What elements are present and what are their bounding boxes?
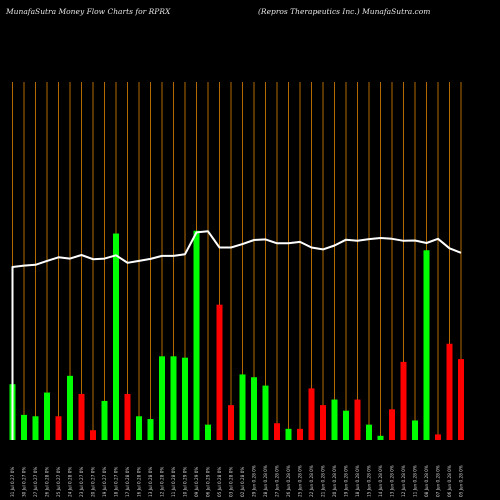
bar-1 — [21, 414, 27, 440]
bar-27 — [320, 405, 326, 440]
bar-13 — [159, 356, 165, 440]
x-tick-label: 05 Jul 0.28 0% — [217, 467, 222, 497]
x-tick-label: 11 Jun 0.28 0% — [413, 465, 418, 497]
x-tick-label: 22 Jun 0.28 0% — [309, 465, 314, 497]
x-tick-label: 29 Jun 0.28 0% — [252, 465, 257, 497]
bar-25 — [297, 428, 303, 440]
x-tick-label: 10 Jul 0.29 0% — [183, 467, 188, 497]
x-tick-label: 21 Jun 0.28 0% — [321, 465, 326, 497]
bar-21 — [251, 377, 257, 440]
x-tick-label: 28 Jun 0.28 0% — [263, 465, 268, 497]
x-tick-label: 20 Jun 0.28 0% — [332, 465, 337, 497]
bar-34 — [400, 361, 407, 440]
bar-16 — [193, 230, 200, 440]
x-tick-label: 23 Jul 0.27 0% — [79, 467, 84, 497]
x-tick-labels: 31 Jul 0.27 0% 30 Jul 0.27 0% 27 Jul 0.27 … — [10, 465, 464, 497]
bar-9 — [113, 233, 119, 440]
x-tick-label: 11 Jul 0.28 0% — [171, 467, 176, 497]
chart-title: MunafaSutra Money Flow Charts for RPRX — [6, 7, 171, 16]
x-tick-label: 06 Jun 0.28 0% — [447, 465, 452, 497]
x-tick-label: 20 Jul 0.27 0% — [91, 467, 96, 497]
bar-14 — [170, 356, 177, 440]
bar-39 — [458, 359, 464, 440]
x-tick-label: 19 Jul 0.27 0% — [102, 467, 107, 497]
x-tick-label: 09 Jul 0.29 0% — [194, 467, 199, 497]
bar-35 — [412, 420, 418, 440]
x-tick-label: 19 Jun 0.28 0% — [344, 465, 349, 497]
x-tick-label: 12 Jul 0.28 0% — [160, 467, 165, 497]
bar-26 — [308, 388, 315, 440]
trend-line — [11, 230, 462, 440]
bar-12 — [147, 419, 154, 440]
grid-lines — [12, 82, 462, 440]
x-tick-label: 27 Jul 0.27 0% — [33, 467, 38, 497]
x-tick-label: 02 Jul 0.28 0% — [240, 467, 245, 497]
bar-31 — [366, 424, 372, 440]
bar-32 — [377, 435, 384, 440]
x-tick-label: 03 Jul 0.28 0% — [229, 467, 234, 497]
bar-28 — [331, 399, 338, 440]
bar-10 — [124, 393, 131, 440]
bar-36 — [423, 250, 430, 440]
x-tick-label: 25 Jul 0.27 0% — [56, 467, 61, 497]
x-tick-label: 13 Jun 0.28 0% — [390, 465, 395, 497]
bar-17 — [205, 424, 211, 440]
x-tick-label: 06 Jul 0.29 0% — [206, 467, 211, 497]
x-tick-label: 31 Jul 0.27 0% — [10, 467, 15, 497]
x-tick-label: 14 Jun 0.28 0% — [378, 465, 383, 497]
bar-37 — [435, 434, 441, 440]
bar-33 — [389, 409, 395, 440]
bar-29 — [343, 410, 349, 440]
x-tick-label: 16 Jul 0.28 0% — [137, 467, 142, 497]
bar-8 — [101, 400, 108, 440]
x-tick-label: 25 Jun 0.28 0% — [298, 465, 303, 497]
x-tick-label: 15 Jun 0.28 0% — [367, 465, 372, 497]
bar-20 — [239, 374, 246, 440]
x-tick-label: 08 Jun 0.28 0% — [424, 465, 429, 497]
bar-22 — [262, 385, 269, 440]
chart-subtitle: (Repros Therapeutics Inc.) MunafaSutra.c… — [258, 7, 431, 16]
x-tick-label: 18 Jul 0.27 0% — [114, 467, 119, 497]
bar-7 — [90, 430, 96, 440]
bar-6 — [78, 393, 85, 440]
x-tick-label: 27 Jun 0.28 0% — [275, 465, 280, 497]
x-tick-label: 12 Jun 0.28 0% — [401, 465, 406, 497]
bar-24 — [285, 428, 292, 440]
x-tick-label: 30 Jul 0.27 0% — [22, 467, 27, 497]
bar-38 — [446, 343, 453, 440]
x-tick-label: 05 Jun 0.28 0% — [459, 465, 464, 497]
bar-30 — [354, 399, 361, 440]
bar-11 — [136, 416, 142, 440]
x-tick-label: 24 Jul 0.28 0% — [68, 467, 73, 497]
x-tick-label: 07 Jun 0.28 0% — [436, 465, 441, 497]
x-tick-label: 17 Jul 0.28 0% — [125, 467, 130, 497]
bar-5 — [67, 375, 73, 440]
bar-19 — [228, 405, 234, 440]
bar-18 — [216, 304, 223, 440]
trend-line-path — [11, 230, 462, 440]
bar-4 — [55, 416, 62, 440]
bar-23 — [274, 423, 280, 440]
x-tick-label: 26 Jul 0.28 0% — [45, 467, 50, 497]
bar-15 — [182, 357, 188, 440]
bars — [9, 230, 464, 440]
bar-2 — [32, 416, 39, 440]
x-tick-label: 26 Jun 0.28 0% — [286, 465, 291, 497]
x-tick-label: 13 Jul 0.28 0% — [148, 467, 153, 497]
x-tick-label: 18 Jun 0.28 0% — [355, 465, 360, 497]
bar-3 — [44, 392, 50, 440]
